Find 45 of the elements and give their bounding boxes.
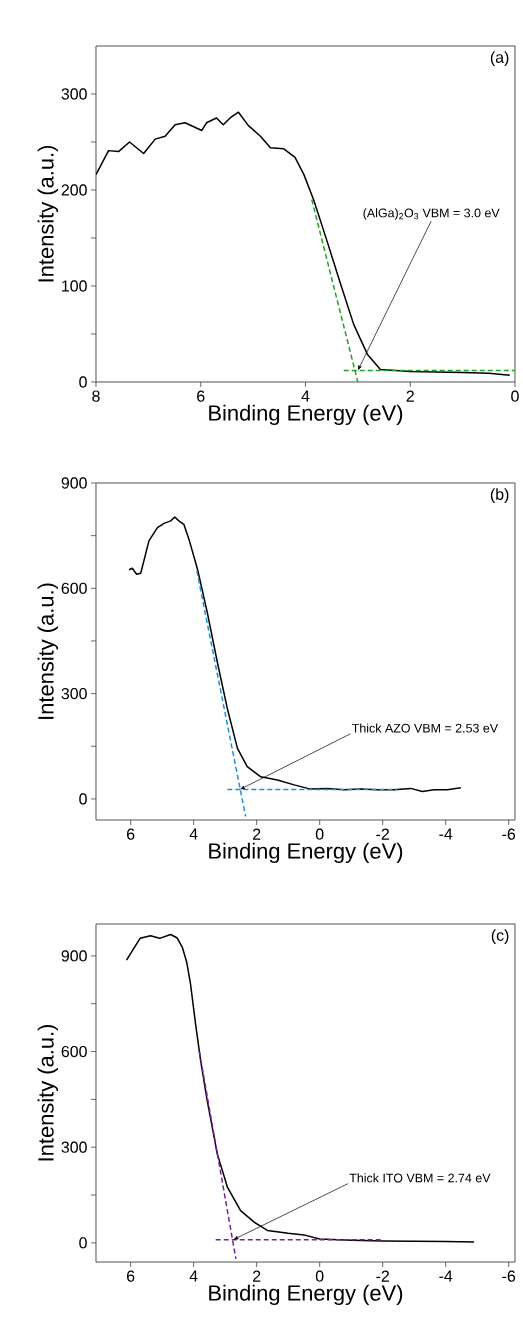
x-tick-label: -4 xyxy=(439,1270,453,1282)
x-axis-title: Binding Energy (eV) xyxy=(209,404,403,426)
x-tick-label: 4 xyxy=(189,1270,198,1282)
line-series xyxy=(125,933,475,1243)
x-tick-label: 6 xyxy=(197,390,205,402)
x-tick-label: -2 xyxy=(376,1270,389,1282)
x-tick-label: 4 xyxy=(189,828,198,840)
annotation: (b) xyxy=(490,488,509,504)
y-axis-title: Intensity (a.u.) xyxy=(37,145,59,282)
y-tick-label: 300 xyxy=(61,687,87,700)
y-tick-label: 0 xyxy=(79,376,87,388)
x-axis-title: Binding Energy (eV) xyxy=(209,1284,403,1306)
annotation: (a) xyxy=(490,51,509,67)
x-tick-label: 6 xyxy=(127,828,135,840)
annotation: (AlGa)$_{2}$O$_{3}$ VBM = 3.0 eV xyxy=(363,208,500,220)
annotation: (c) xyxy=(491,929,509,945)
y-tick-label: 200 xyxy=(61,184,87,196)
y-axis-title: Intensity (a.u.) xyxy=(37,1024,59,1161)
line-series xyxy=(96,111,511,377)
x-tick-label: 8 xyxy=(92,390,100,402)
y-tick-label: 0 xyxy=(79,793,87,805)
y-tick-label: 0 xyxy=(79,1237,87,1249)
y-tick-label: 100 xyxy=(62,280,87,292)
x-tick-label: -4 xyxy=(439,828,453,840)
y-tick-label: 600 xyxy=(61,582,87,594)
x-axis-title: Binding Energy (eV) xyxy=(209,842,403,864)
y-tick-label: 300 xyxy=(61,1141,87,1153)
annotation: Thick ITO VBM = 2.74 eV xyxy=(349,1173,491,1183)
x-tick-label: -2 xyxy=(376,828,389,840)
x-tick-label: 0 xyxy=(315,1270,324,1282)
x-tick-label: 2 xyxy=(253,1270,261,1282)
annotation: Thick AZO VBM = 2.53 eV xyxy=(352,723,499,733)
y-tick-label: 900 xyxy=(61,950,87,962)
y-tick-label: 600 xyxy=(61,1045,87,1058)
x-tick-label: -6 xyxy=(502,828,516,840)
x-tick-label: 0 xyxy=(315,828,324,840)
y-tick-label: 900 xyxy=(61,477,87,489)
x-tick-label: 2 xyxy=(253,828,261,840)
x-tick-label: 6 xyxy=(127,1270,135,1282)
x-tick-label: 2 xyxy=(406,390,414,402)
x-tick-label: 4 xyxy=(301,390,310,402)
x-tick-label: -6 xyxy=(502,1270,516,1282)
x-tick-label: 0 xyxy=(511,390,519,402)
y-tick-label: 300 xyxy=(61,88,87,100)
y-axis-title: Intensity (a.u.) xyxy=(37,583,59,719)
